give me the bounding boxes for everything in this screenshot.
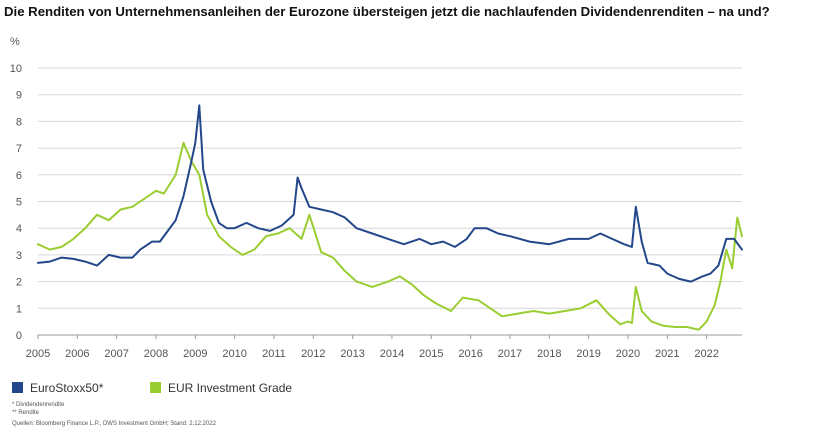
- y-tick-label-10: 10: [10, 63, 22, 75]
- y-tick-label-5: 5: [16, 197, 22, 209]
- x-tick-label-2018: 2018: [537, 348, 561, 360]
- x-tick-label-2007: 2007: [104, 348, 128, 360]
- legend-label-eurostoxx: EuroStoxx50*: [30, 381, 104, 395]
- y-tick-label-1: 1: [16, 303, 22, 315]
- y-tick-label-2: 2: [16, 277, 22, 289]
- x-tick-label-2021: 2021: [655, 348, 679, 360]
- x-tick-label-2008: 2008: [144, 348, 168, 360]
- x-tick-label-2015: 2015: [419, 348, 443, 360]
- x-tick-label-2022: 2022: [694, 348, 718, 360]
- series-line-eurostoxx50: [37, 104, 743, 283]
- y-tick-label-4: 4: [16, 223, 22, 235]
- legend-item-eurostoxx: EuroStoxx50*: [12, 381, 103, 395]
- source-note: Quellen: Bloomberg Finance L.P., DWS Inv…: [12, 421, 216, 427]
- x-tick-label-2019: 2019: [576, 348, 600, 360]
- x-tick-label-2011: 2011: [262, 348, 286, 360]
- y-tick-label-7: 7: [16, 143, 22, 155]
- x-tick-label-2017: 2017: [498, 348, 522, 360]
- x-tick-label-2006: 2006: [65, 348, 89, 360]
- footnotes: * Dividendenrendite ** Rendite: [12, 402, 64, 417]
- y-tick-label-3: 3: [16, 250, 22, 262]
- y-tick-label-0: 0: [16, 330, 22, 342]
- footnote-dividend: * Dividendenrendite: [12, 402, 65, 408]
- x-tick-label-2010: 2010: [222, 348, 246, 360]
- x-tick-label-2020: 2020: [616, 348, 640, 360]
- y-axis-unit-label: %: [10, 36, 20, 48]
- x-tick-label-2014: 2014: [380, 348, 404, 360]
- y-tick-label-8: 8: [16, 116, 22, 128]
- x-tick-label-2009: 2009: [183, 348, 207, 360]
- footnote-yield: ** Rendite: [12, 409, 40, 416]
- x-tick-label-2013: 2013: [340, 348, 364, 360]
- chart-title: Die Renditen von Unternehmensanleihen de…: [4, 4, 770, 19]
- x-tick-label-2016: 2016: [458, 348, 482, 360]
- legend-label-eur-ig: EUR Investment Grade: [168, 381, 293, 395]
- x-tick-label-2005: 2005: [26, 348, 50, 360]
- legend-swatch-eurostoxx: [12, 382, 23, 393]
- y-tick-label-6: 6: [16, 170, 22, 182]
- legend-item-eur-ig: EUR Investment Grade: [150, 381, 292, 395]
- x-tick-label-2012: 2012: [301, 348, 325, 360]
- legend-swatch-eur-ig: [150, 382, 161, 393]
- series-line-eur-investment-grade: [37, 141, 743, 331]
- y-tick-label-9: 9: [16, 90, 22, 102]
